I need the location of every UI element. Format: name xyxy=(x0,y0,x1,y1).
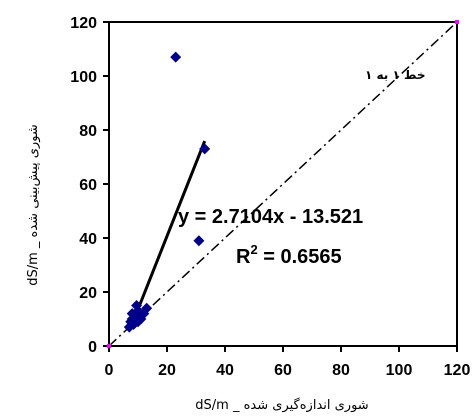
y-axis-ticks: 0 20 40 60 80 100 120 xyxy=(70,15,109,356)
data-point xyxy=(141,302,153,314)
y-tick-label: 0 xyxy=(88,339,97,356)
trend-line-path xyxy=(129,140,207,329)
y-tick-label: 120 xyxy=(70,15,97,32)
x-tick-label: 0 xyxy=(105,362,114,379)
y-tick-label: 100 xyxy=(70,69,97,86)
corner-marker-top-right xyxy=(455,20,459,24)
y-tick-label: 40 xyxy=(79,231,97,248)
x-axis-ticks: 0 20 40 60 80 100 120 xyxy=(105,346,471,379)
x-tick-label: 80 xyxy=(332,362,350,379)
x-tick-label: 100 xyxy=(386,362,413,379)
r-squared-label: R2 = 0.6565 xyxy=(236,242,342,268)
y-tick-label: 80 xyxy=(79,123,97,140)
data-point xyxy=(170,51,182,63)
plot-border xyxy=(108,21,458,347)
x-axis-title: شوری اندازه‌گیری شده _ dS/m xyxy=(195,397,368,413)
trend-equation: y = 2.7104x - 13.521 xyxy=(178,206,363,228)
reference-line-label: خط ۱ به ۱ xyxy=(365,68,425,82)
x-tick-label: 20 xyxy=(158,362,176,379)
data-point xyxy=(193,235,205,247)
y-axis-title: شوری پیش‌بینی شده _ dS/m xyxy=(26,124,41,286)
data-point xyxy=(199,143,211,155)
y-tick-label: 60 xyxy=(79,177,97,194)
y-tick-label: 20 xyxy=(79,285,97,302)
plot-frame xyxy=(107,20,459,348)
x-tick-label: 120 xyxy=(444,362,471,379)
x-tick-label: 40 xyxy=(216,362,234,379)
trend-line xyxy=(129,140,207,329)
x-tick-label: 60 xyxy=(274,362,292,379)
corner-marker-bottom-left xyxy=(107,344,111,348)
data-points xyxy=(123,51,211,333)
